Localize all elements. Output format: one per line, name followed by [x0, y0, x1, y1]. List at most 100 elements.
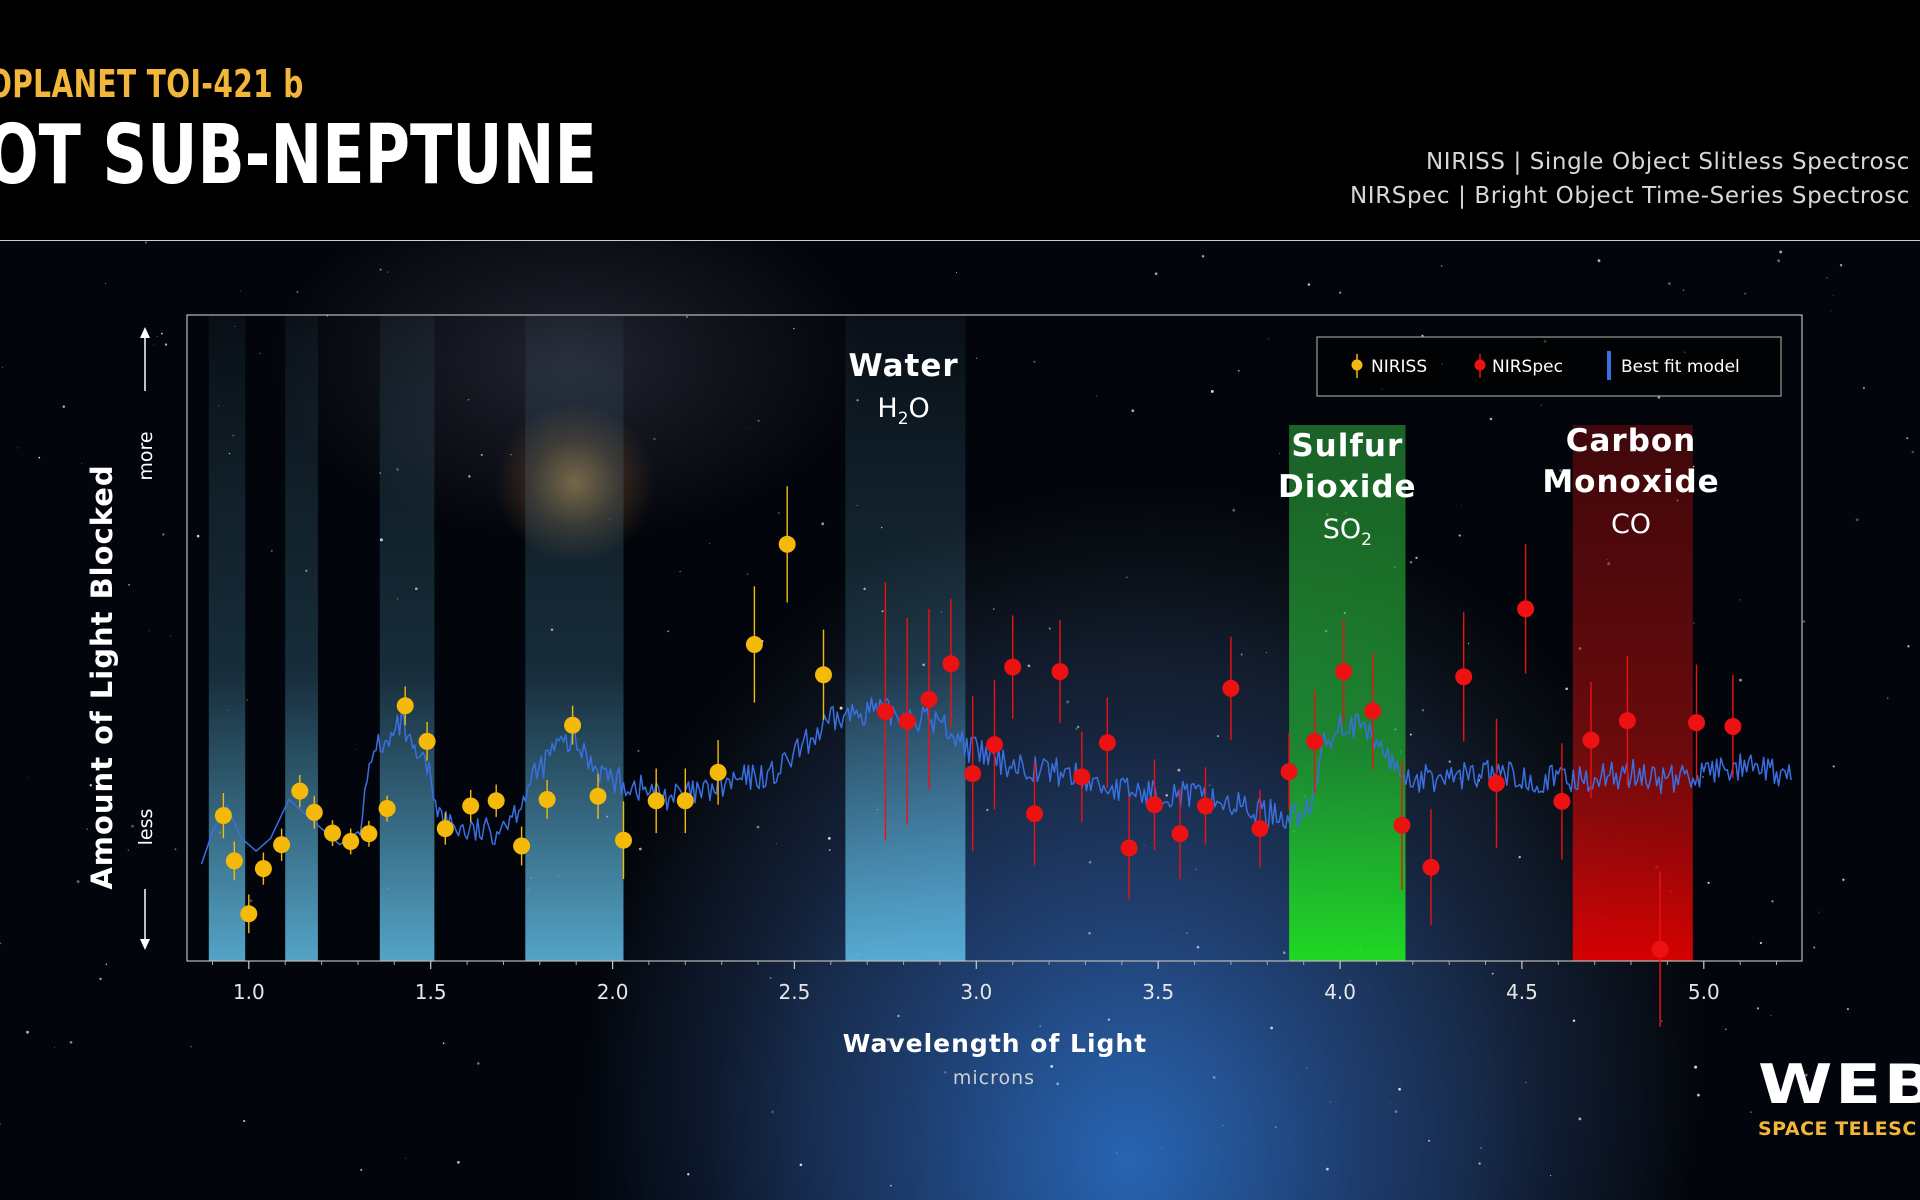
star	[687, 1173, 690, 1176]
niriss-data-point	[647, 792, 665, 810]
model-line	[200, 697, 1792, 865]
star	[1265, 652, 1267, 654]
nirspec-data-point	[1197, 797, 1214, 815]
star	[776, 843, 778, 844]
star	[270, 549, 273, 552]
x-tick-label: 4.5	[1506, 980, 1538, 1004]
nirspec-data-point	[964, 765, 982, 783]
star	[148, 630, 150, 632]
star	[240, 290, 242, 292]
star	[1076, 725, 1080, 729]
star	[1832, 294, 1834, 296]
star	[1478, 1162, 1481, 1165]
star	[1578, 1117, 1582, 1121]
star	[1813, 946, 1816, 949]
nirspec-data-point	[898, 712, 916, 730]
star	[131, 824, 134, 828]
x-tick-label: 3.5	[1142, 980, 1174, 1004]
star	[1143, 844, 1145, 846]
y-arrow-down-head	[140, 939, 150, 950]
star	[259, 352, 261, 355]
legend-nirspec-marker	[1474, 359, 1486, 371]
x-tick-label: 1.0	[233, 980, 265, 1004]
star	[38, 456, 41, 459]
star	[1725, 1028, 1727, 1031]
star	[0, 942, 2, 945]
star	[1692, 465, 1695, 468]
data-points	[214, 486, 1742, 1027]
star	[637, 749, 640, 752]
niriss-data-point	[815, 666, 832, 684]
star	[1278, 452, 1281, 455]
star	[1697, 1093, 1700, 1097]
star	[1307, 283, 1311, 286]
nirspec-data-point	[1004, 658, 1022, 676]
star	[1217, 735, 1219, 738]
star	[1161, 1147, 1163, 1149]
star	[81, 462, 83, 464]
x-tick-label: 2.0	[597, 980, 629, 1004]
nirspec-data-point	[1171, 825, 1189, 843]
nirspec-data-point	[1488, 774, 1505, 792]
star	[1770, 1014, 1772, 1016]
star	[1702, 776, 1704, 778]
nirspec-data-point	[1026, 805, 1043, 823]
star	[1131, 409, 1135, 413]
star	[1399, 1082, 1401, 1084]
star	[955, 271, 958, 273]
star	[1222, 1124, 1224, 1126]
instrument-line-niriss: NIRISS | Single Object Slitless Spectros…	[1426, 149, 1911, 175]
star	[1818, 911, 1820, 913]
star	[1088, 860, 1092, 864]
x-tick-label: 2.5	[778, 980, 810, 1004]
star	[1597, 259, 1601, 263]
nirspec-data-point	[1280, 763, 1298, 781]
y-axis-label: Amount of Light Blocked	[85, 464, 119, 889]
x-tick-label: 3.0	[960, 980, 992, 1004]
star	[1448, 760, 1451, 763]
star	[105, 283, 107, 285]
star	[890, 1184, 892, 1187]
star	[1088, 932, 1091, 935]
spectrum-chart: 1.0 1.5 2.0 2.5 3.0 3.5 4.0 4.5 5.0 Water H2O Sulf…	[85, 314, 1803, 1089]
star	[653, 437, 656, 440]
star	[1282, 951, 1286, 955]
niriss-data-point	[254, 860, 272, 878]
star	[1458, 778, 1460, 780]
star	[1480, 1147, 1483, 1149]
nirspec-data-point	[1051, 663, 1069, 681]
star	[686, 316, 688, 318]
star	[161, 332, 163, 335]
star	[1212, 1075, 1216, 1079]
molecule-labels: Water H2O Sulfur Dioxide SO2 Carbon Monoxide CO	[849, 348, 1719, 550]
nirspec-data-point	[942, 655, 960, 673]
star	[1911, 450, 1914, 454]
band-water	[208, 316, 246, 961]
nirspec-data-point	[1553, 792, 1571, 810]
star	[1826, 277, 1828, 279]
star	[1489, 417, 1493, 421]
star	[1559, 469, 1562, 473]
star	[1839, 263, 1843, 267]
star	[771, 1110, 774, 1114]
star	[1907, 645, 1910, 648]
nirspec-data-point	[1098, 734, 1116, 752]
star	[1846, 1007, 1850, 1011]
star	[89, 784, 93, 787]
star	[1107, 1018, 1110, 1021]
star	[1240, 653, 1243, 656]
star	[1409, 733, 1412, 736]
star	[1707, 881, 1710, 885]
star	[1210, 389, 1214, 393]
star	[1491, 972, 1494, 975]
star	[442, 1042, 445, 1045]
niriss-data-point	[273, 836, 291, 854]
nirspec-data-point	[1120, 839, 1138, 857]
niriss-data-point	[396, 697, 414, 715]
band-water	[845, 316, 966, 961]
star	[828, 849, 831, 852]
star	[1268, 338, 1270, 340]
star	[1682, 289, 1685, 291]
star	[1855, 518, 1859, 522]
niriss-data-point	[538, 791, 556, 808]
